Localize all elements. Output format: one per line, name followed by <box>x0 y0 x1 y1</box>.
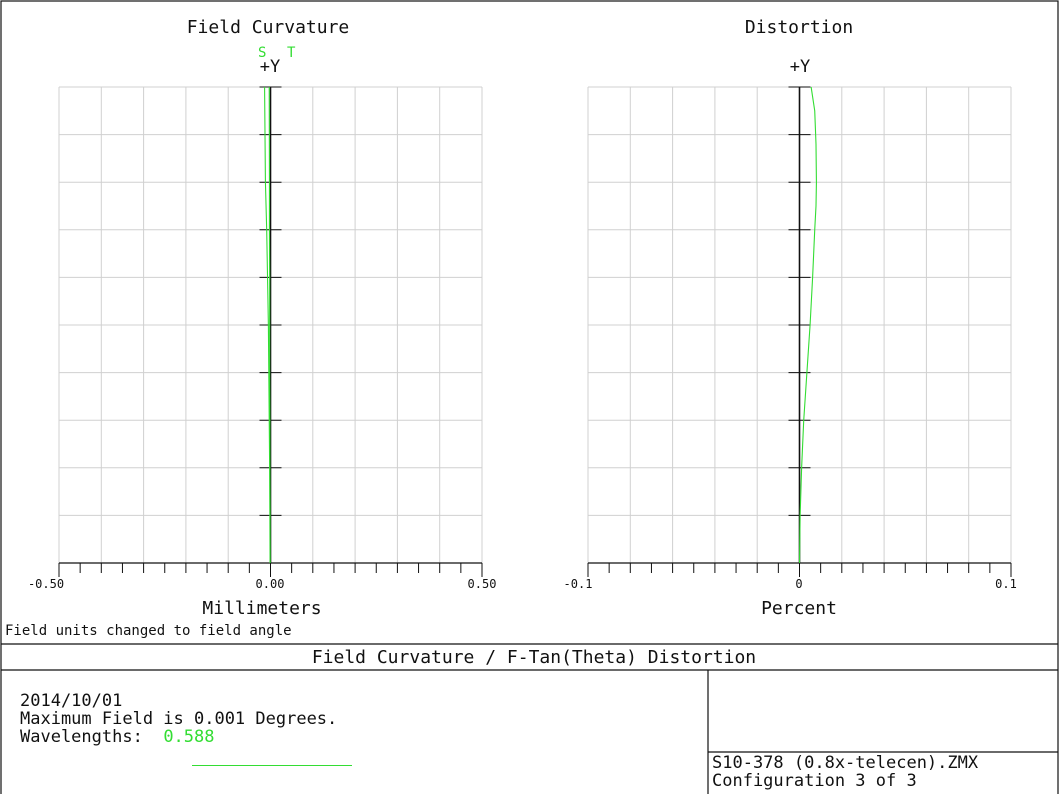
x-tick-label: 0 <box>795 577 802 591</box>
configuration-text: Configuration 3 of 3 <box>712 771 917 791</box>
info-block: 2014/10/01 Maximum Field is 0.001 Degree… <box>20 692 337 746</box>
file-name: S10-378 (0.8x-telecen).ZMX <box>712 753 979 773</box>
max-field-text: Maximum Field is 0.001 Degrees. <box>20 709 338 729</box>
x-axis-label: Percent <box>761 598 837 619</box>
series-line-t <box>268 86 271 563</box>
date-text: 2014/10/01 <box>20 691 123 711</box>
axis-top-label: +Y <box>790 57 810 77</box>
x-tick-label: -0.1 <box>564 577 593 591</box>
x-axis-label: Millimeters <box>202 598 321 619</box>
x-tick-label: 0.50 <box>468 577 497 591</box>
field-units-note: Field units changed to field angle <box>5 623 292 639</box>
x-tick-label: -0.50 <box>28 577 64 591</box>
x-tick-label: 0.1 <box>995 577 1017 591</box>
plot-curves <box>798 86 817 564</box>
plot-curves <box>264 86 271 564</box>
field-curvature-chart: Field Curvature +Y S T -0.50 0.00 0.50 M… <box>28 17 497 619</box>
distortion-chart: Distortion +Y -0.1 0 0.1 Percent <box>564 17 1017 619</box>
axis-top-label: +Y <box>260 57 280 77</box>
file-info-box: S10-378 (0.8x-telecen).ZMX Configuration… <box>712 754 978 790</box>
wavelength-value: 0.588 <box>163 727 215 747</box>
legend-t-label: T <box>287 45 296 61</box>
wavelength-legend-line <box>192 765 352 766</box>
x-tick-label: 0.00 <box>256 577 285 591</box>
chart-title: Distortion <box>745 17 853 38</box>
wavelengths-label: Wavelengths: <box>20 727 143 747</box>
legend-s-label: S <box>258 45 266 61</box>
series-line-distortion <box>798 86 817 564</box>
chart-title: Field Curvature <box>187 17 350 38</box>
main-title: Field Curvature / F-Tan(Theta) Distortio… <box>312 647 756 668</box>
plot-axes <box>587 86 1012 577</box>
